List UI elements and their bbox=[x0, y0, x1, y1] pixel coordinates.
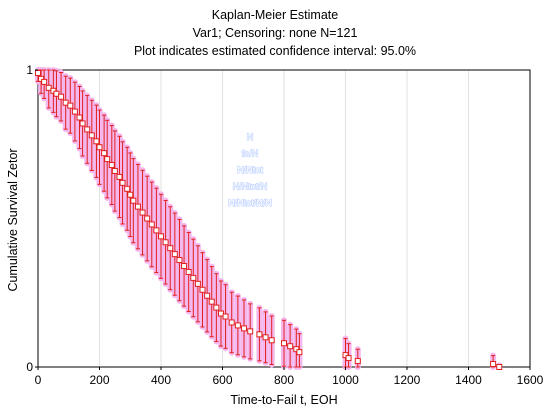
data-point-marker bbox=[354, 358, 361, 365]
data-point-marker bbox=[93, 138, 100, 145]
data-point-marker bbox=[158, 233, 164, 240]
data-point-marker bbox=[185, 268, 192, 275]
overlay-label-line: fa/N bbox=[242, 149, 259, 159]
data-point-marker bbox=[84, 126, 91, 133]
x-axis-label: Time-to-Fail t, EOH bbox=[230, 393, 337, 407]
data-point-marker bbox=[101, 150, 108, 157]
overlay-label-block: Nfa/N N/Ntot N/Ntot/N N/Ntot/N/N bbox=[228, 131, 273, 208]
data-point-marker bbox=[116, 173, 123, 180]
data-point-marker bbox=[108, 162, 115, 169]
y-tick-label: 1 bbox=[26, 63, 33, 77]
data-point-marker bbox=[176, 257, 183, 264]
data-point-marker bbox=[234, 322, 241, 329]
data-point-marker bbox=[130, 197, 137, 204]
x-tick-label: 600 bbox=[212, 373, 232, 387]
data-point-marker bbox=[79, 120, 86, 127]
data-point-marker bbox=[144, 215, 151, 222]
data-point-marker bbox=[134, 203, 141, 210]
data-point-marker bbox=[296, 349, 303, 356]
data-point-marker bbox=[287, 343, 294, 350]
x-axis-ticks: 0 200 400 600 800 1000 1200 1400 1600 bbox=[35, 367, 544, 387]
data-point-marker bbox=[162, 239, 169, 246]
data-point-marker bbox=[268, 337, 275, 344]
data-point-marker bbox=[496, 364, 503, 370]
x-tick-label: 800 bbox=[274, 373, 294, 387]
data-point-marker bbox=[222, 313, 229, 320]
overlay-label-line: N/Ntot/N bbox=[233, 182, 268, 192]
overlay-label-line: N bbox=[247, 132, 254, 142]
data-point-marker bbox=[111, 167, 118, 174]
data-point-marker bbox=[153, 227, 160, 234]
chart-subtitle-2: Plot indicates estimated confidence inte… bbox=[133, 44, 417, 58]
x-tick-label: 400 bbox=[151, 373, 171, 387]
data-point-marker bbox=[139, 209, 146, 216]
data-point-marker bbox=[58, 93, 65, 100]
x-tick-label: 0 bbox=[35, 373, 42, 387]
data-point-marker bbox=[194, 280, 201, 287]
data-point-marker bbox=[190, 274, 197, 281]
chart-titles: Kaplan-Meier Estimate Var1; Censoring: n… bbox=[0, 6, 550, 60]
data-point-marker bbox=[213, 304, 220, 311]
data-point-marker bbox=[262, 334, 269, 341]
data-point-marker bbox=[41, 78, 48, 85]
y-axis-label: Cumulative Survival Zetor bbox=[6, 148, 20, 291]
data-point-marker bbox=[71, 108, 78, 115]
data-point-marker bbox=[67, 102, 74, 109]
x-tick-label: 200 bbox=[89, 373, 109, 387]
data-point-marker bbox=[256, 331, 263, 338]
y-axis-ticks: 01 bbox=[26, 63, 38, 374]
confidence-band bbox=[35, 67, 503, 370]
data-point-marker bbox=[127, 191, 134, 198]
overlay-label-line: N/Ntot/N/N bbox=[228, 198, 272, 208]
data-point-marker bbox=[119, 179, 126, 186]
data-point-marker bbox=[204, 292, 211, 299]
data-point-marker bbox=[88, 132, 95, 139]
data-point-marker bbox=[96, 144, 103, 151]
x-tick-label: 1400 bbox=[455, 373, 482, 387]
data-point-marker bbox=[148, 221, 155, 228]
data-point-marker bbox=[228, 319, 235, 326]
x-tick-label: 1000 bbox=[332, 373, 359, 387]
data-point-marker bbox=[281, 340, 287, 347]
data-point-marker bbox=[76, 114, 83, 121]
data-point-marker bbox=[104, 156, 111, 163]
data-point-marker bbox=[181, 263, 188, 270]
data-point-marker bbox=[35, 69, 41, 76]
data-points bbox=[35, 69, 503, 370]
data-point-marker bbox=[199, 286, 206, 293]
data-point-marker bbox=[241, 325, 248, 332]
x-tick-label: 1600 bbox=[517, 373, 544, 387]
chart-title: Kaplan-Meier Estimate bbox=[211, 8, 339, 22]
data-point-marker bbox=[167, 245, 174, 252]
data-point-marker bbox=[490, 361, 497, 368]
data-point-marker bbox=[124, 185, 131, 192]
overlay-label-line: N/Ntot bbox=[237, 165, 263, 175]
x-tick-label: 1200 bbox=[394, 373, 421, 387]
data-point-marker bbox=[247, 328, 254, 335]
chart-subtitle: Var1; Censoring: none N=121 bbox=[192, 26, 358, 40]
y-tick-label: 0 bbox=[26, 360, 33, 374]
data-point-marker bbox=[171, 251, 178, 258]
data-point-marker bbox=[208, 298, 215, 305]
data-point-marker bbox=[345, 355, 352, 362]
